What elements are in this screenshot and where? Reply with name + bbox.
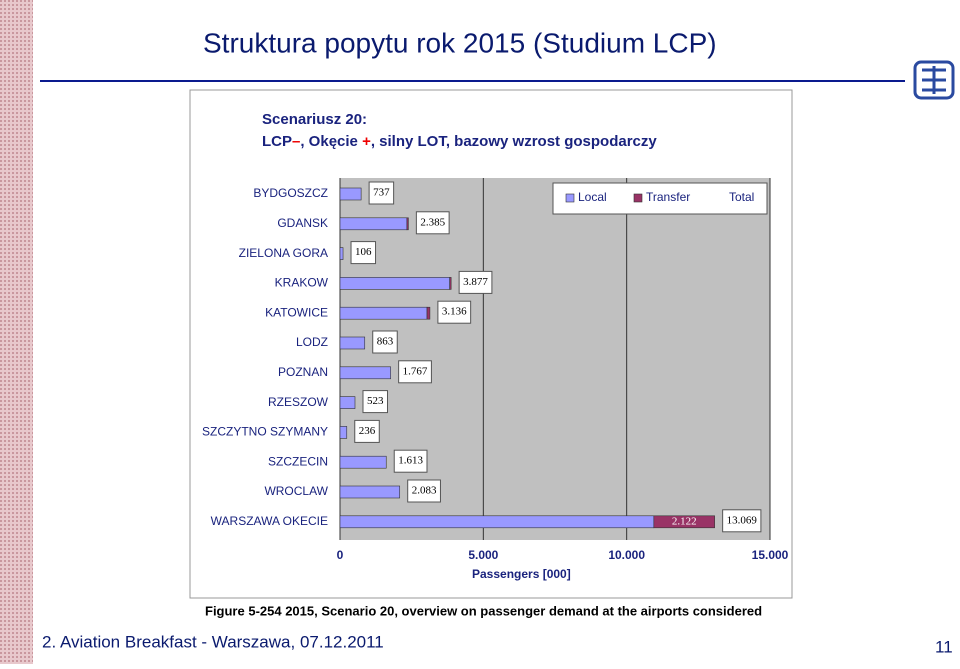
caption: Figure 5-254 2015, Scenario 20, overview… (205, 603, 762, 618)
subtitle-part: LCP (262, 133, 292, 150)
y-tick-label: KRAKOW (275, 276, 329, 290)
value-label: 2.122 (672, 515, 697, 527)
total-label-text: 863 (377, 336, 394, 348)
bar-segment (406, 217, 409, 231)
subtitle-part: , Okęcie (300, 133, 362, 150)
legend-swatch (565, 193, 575, 203)
plot: 0 5.000 10.000 15.000 BYDGOSZCZ 737 GDANSK 2.38… (202, 178, 789, 562)
bar-segment (339, 455, 387, 469)
total-label-box (415, 211, 450, 235)
y-tick-label: WROCLAW (264, 484, 328, 498)
bar-segment (339, 426, 348, 439)
total-label-text: 236 (359, 425, 376, 437)
legend-label: Total (729, 190, 754, 204)
total-label-box (722, 509, 762, 533)
total-label-box (362, 390, 388, 414)
bar-segment (339, 247, 344, 260)
total-label-box (407, 479, 441, 503)
total-label: 737 (368, 181, 395, 205)
bar-segment (339, 396, 356, 409)
chart-title: Scenariusz 20: (262, 111, 367, 128)
legend: Local Transfer Total (552, 182, 768, 215)
total-label-text: 737 (373, 187, 390, 199)
y-tick-label: LODZ (296, 335, 328, 349)
total-label-box (458, 270, 493, 294)
total-label-text: 3.136 (442, 306, 467, 318)
total-label-text: 2.083 (412, 485, 437, 497)
y-tick-label: SZCZECIN (268, 454, 328, 468)
plot-area (340, 178, 770, 540)
total-label-box (398, 360, 432, 384)
total-label: 3.877 (458, 270, 493, 294)
slide-title: Struktura popytu rok 2015 (Studium LCP) (203, 27, 717, 58)
chart-subtitle: LCP–, Okęcie +, silny LOT, bazowy wzrost… (262, 133, 657, 150)
bar-segment (339, 277, 451, 290)
subtitle-part: – (292, 133, 300, 150)
subtitle-part: + (362, 133, 371, 150)
total-label-text: 1.613 (398, 455, 423, 467)
legend-label: Transfer (646, 190, 690, 204)
bar-segment (339, 217, 408, 231)
total-label-text: 2.385 (420, 216, 445, 228)
total-label: 236 (354, 419, 380, 443)
total-label: 863 (372, 330, 398, 354)
bar-segment (339, 336, 366, 350)
total-label: 1.613 (393, 449, 428, 473)
total-label: 106 (350, 241, 377, 265)
y-tick-label: KATOWICE (265, 305, 328, 319)
logo (913, 60, 955, 100)
y-tick-label: BYDGOSZCZ (253, 186, 328, 200)
total-label-box (372, 330, 398, 354)
total-label-text: 3.877 (463, 276, 488, 288)
x-axis-label: Passengers [000] (472, 567, 571, 581)
y-tick-label: POZNAN (278, 365, 328, 379)
total-label-box (354, 419, 380, 443)
total-label-text: 523 (367, 395, 384, 407)
y-tick-label: WARSZAWA OKECIE (211, 514, 328, 528)
total-label-text: 13.069 (727, 514, 758, 526)
bar-segment (339, 485, 401, 499)
side-strip (0, 0, 33, 664)
total-label: 13.069 (722, 509, 762, 533)
total-label: 1.767 (398, 360, 432, 384)
x-tick-label: 0 (337, 548, 344, 562)
legend-swatch (633, 193, 643, 203)
total-label: 2.385 (415, 211, 450, 235)
y-tick-label: RZESZOW (268, 395, 329, 409)
x-tick-label: 10.000 (608, 548, 645, 562)
x-tick-label: 5.000 (468, 548, 498, 562)
subtitle-part: , silny LOT, bazowy wzrost gospodarczy (371, 133, 658, 150)
total-label-box (393, 449, 428, 473)
bar-segment (449, 277, 452, 290)
total-label-box (350, 241, 377, 265)
total-label: 3.136 (437, 300, 472, 324)
x-tick-label: 15.000 (752, 548, 789, 562)
total-label: 2.083 (407, 479, 441, 503)
y-tick-label: ZIELONA GORA (239, 246, 328, 260)
bar-segment (339, 306, 428, 320)
total-label-box (437, 300, 472, 324)
total-label-text: 1.767 (403, 365, 428, 377)
legend-label: Local (578, 190, 607, 204)
footer: 2. Aviation Breakfast - Warszawa, 07.12.… (42, 632, 384, 651)
legend-box (552, 182, 768, 215)
bar-segment (339, 187, 362, 201)
total-label-text: 106 (355, 246, 372, 258)
bar-segment (339, 366, 391, 380)
bar-segment (339, 515, 655, 529)
total-label-box (368, 181, 395, 205)
y-tick-label: GDANSK (277, 216, 328, 230)
page-number: 11 (935, 637, 953, 656)
bar-segment (426, 306, 431, 320)
total-label: 523 (362, 390, 388, 414)
y-tick-label: SZCZYTNO SZYMANY (202, 425, 328, 439)
bar-segment (653, 515, 715, 529)
